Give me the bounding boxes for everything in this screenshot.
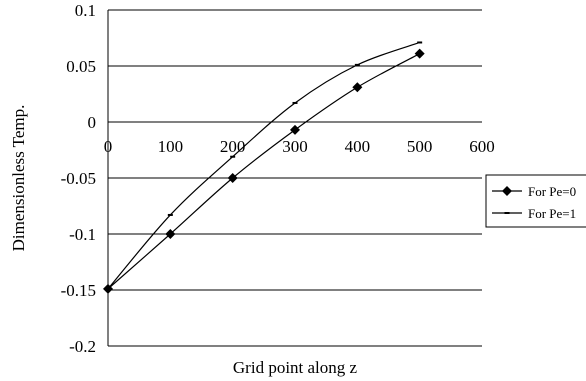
y-tick-label: -0.15 bbox=[61, 281, 96, 300]
y-tick-label: 0 bbox=[88, 113, 97, 132]
legend-item-1: For Pe=0 bbox=[492, 184, 576, 199]
data-point bbox=[352, 82, 363, 93]
legend-label: For Pe=1 bbox=[528, 206, 576, 221]
y-axis-label: Dimensionless Temp. bbox=[9, 105, 28, 252]
x-tick-label: 200 bbox=[220, 137, 246, 156]
x-axis-label: Grid point along z bbox=[233, 358, 358, 377]
series-group bbox=[103, 41, 425, 294]
x-tick-label: 400 bbox=[345, 137, 371, 156]
legend-marker bbox=[502, 186, 512, 196]
y-tick-label: -0.2 bbox=[69, 337, 96, 356]
legend-item-2: For Pe=1 bbox=[492, 206, 576, 221]
y-tick-label: -0.1 bbox=[69, 225, 96, 244]
x-tick-label: 300 bbox=[282, 137, 308, 156]
legend-label: For Pe=0 bbox=[528, 184, 576, 199]
x-tick-label: 600 bbox=[469, 137, 495, 156]
x-tick-label: 100 bbox=[158, 137, 184, 156]
legend-box bbox=[485, 174, 586, 228]
data-point bbox=[165, 229, 176, 239]
y-tick-label: 0.05 bbox=[66, 57, 96, 76]
x-tick-label: 500 bbox=[407, 137, 433, 156]
x-tick-label: 0 bbox=[104, 137, 113, 156]
data-point bbox=[414, 48, 425, 59]
series-line bbox=[107, 41, 420, 290]
y-tick-label: 0.1 bbox=[75, 1, 96, 20]
series-1 bbox=[103, 48, 425, 294]
x-tick-labels: 0 100 200 300 400 500 600 bbox=[104, 137, 495, 156]
series-2 bbox=[105, 41, 423, 290]
data-point bbox=[227, 173, 238, 183]
y-tick-label: -0.05 bbox=[61, 169, 96, 188]
data-point bbox=[290, 124, 300, 135]
series-line bbox=[107, 53, 420, 290]
legend: For Pe=0 For Pe=1 bbox=[485, 174, 586, 228]
y-tick-labels: 0.1 0.05 0 -0.05 -0.1 -0.15 -0.2 bbox=[61, 1, 96, 356]
